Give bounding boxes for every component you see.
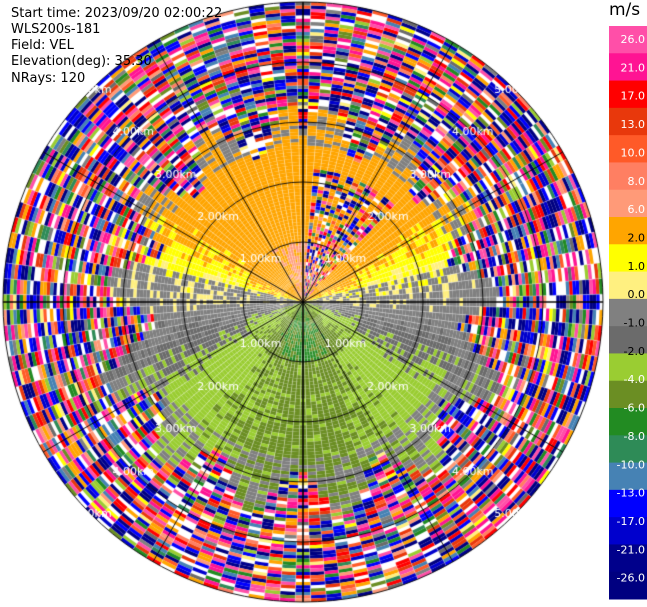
colorbar-unit-label: m/s <box>609 0 641 20</box>
field-label: Field: VEL <box>11 38 74 53</box>
instrument-label: WLS200s-181 <box>11 22 101 37</box>
elevation-label: Elevation(deg): 35.30 <box>11 54 152 69</box>
start-time-label: Start time: 2023/09/20 02:00:22 <box>11 6 223 21</box>
nrays-label: NRays: 120 <box>11 71 86 86</box>
